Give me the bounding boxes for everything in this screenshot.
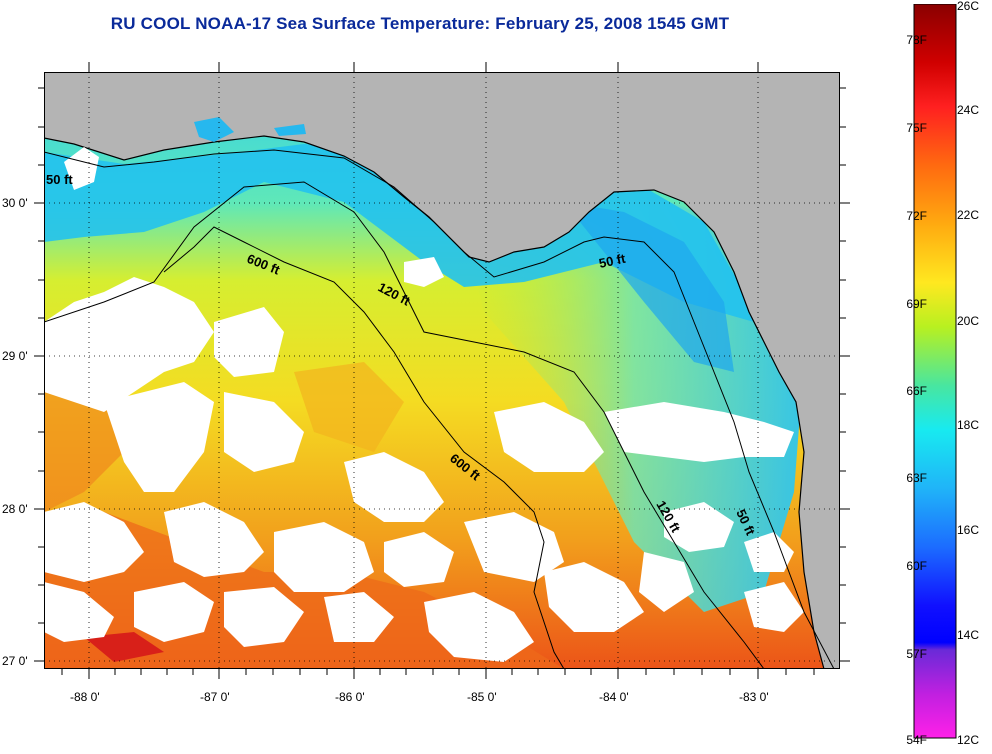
colorbar: 78F 75F 72F 69F 66F 63F 60F 57F 54F 26C …	[880, 0, 990, 747]
lon-label: -83 0'	[739, 690, 769, 704]
colorbar-c-label: 20C	[957, 314, 980, 328]
colorbar-graphic	[913, 4, 957, 739]
coldest-patch	[564, 202, 734, 372]
contour-label-50ft-east: 50 ft	[598, 251, 628, 271]
coastline	[44, 135, 825, 669]
lon-label: -84 0'	[599, 690, 629, 704]
colorbar-ramp	[913, 4, 957, 739]
colorbar-f-label: 54F	[906, 733, 927, 747]
colorbar-f-label: 57F	[906, 647, 927, 661]
sst-map-canvas: 50 ft 600 ft 120 ft 50 ft 600 ft 120 ft …	[44, 72, 840, 669]
colorbar-f-label: 72F	[906, 209, 927, 223]
isobath-50ft	[44, 149, 835, 669]
bay-water	[274, 124, 306, 136]
lat-label: 28 0'	[2, 502, 28, 516]
map-frame	[44, 72, 840, 669]
colorbar-c-label: 14C	[957, 628, 980, 642]
colorbar-f-label: 69F	[906, 297, 927, 311]
colorbar-f-label: 75F	[906, 121, 927, 135]
lon-label: -85 0'	[467, 690, 497, 704]
colorbar-f-label: 60F	[906, 559, 927, 573]
hot-spot	[84, 632, 164, 662]
colorbar-f-label: 63F	[906, 471, 927, 485]
colorbar-c-label: 12C	[957, 733, 980, 747]
isobath-600ft	[163, 226, 565, 669]
land-mass	[44, 72, 840, 669]
colorbar-c-label: 22C	[957, 208, 980, 222]
chart-title: RU COOL NOAA-17 Sea Surface Temperature:…	[110, 14, 730, 33]
lon-label: -87 0'	[200, 690, 230, 704]
colorbar-c-label: 26C	[957, 0, 980, 13]
lat-label: 29 0'	[2, 349, 28, 363]
colorbar-c-label: 18C	[957, 418, 980, 432]
land-peninsula	[804, 502, 840, 669]
contour-label-50ft-west: 50 ft	[46, 172, 73, 187]
colorbar-f-label: 78F	[906, 33, 927, 47]
cold-coastal-band	[44, 144, 754, 322]
cloud-cover	[44, 147, 804, 662]
isobath-120ft	[44, 181, 765, 669]
bay-water	[194, 117, 234, 142]
lon-label: -88 0'	[70, 690, 100, 704]
axis-ticks	[34, 62, 850, 679]
warm-eddy	[294, 362, 404, 452]
lat-label: 30 0'	[2, 196, 28, 210]
lon-label: -86 0'	[335, 690, 365, 704]
colorbar-f-label: 66F	[906, 384, 927, 398]
sst-map: 50 ft 600 ft 120 ft 50 ft 600 ft 120 ft …	[44, 72, 840, 669]
colorbar-c-label: 16C	[957, 523, 980, 537]
lat-label: 27 0'	[2, 654, 28, 668]
colorbar-c-label: 24C	[957, 103, 980, 117]
